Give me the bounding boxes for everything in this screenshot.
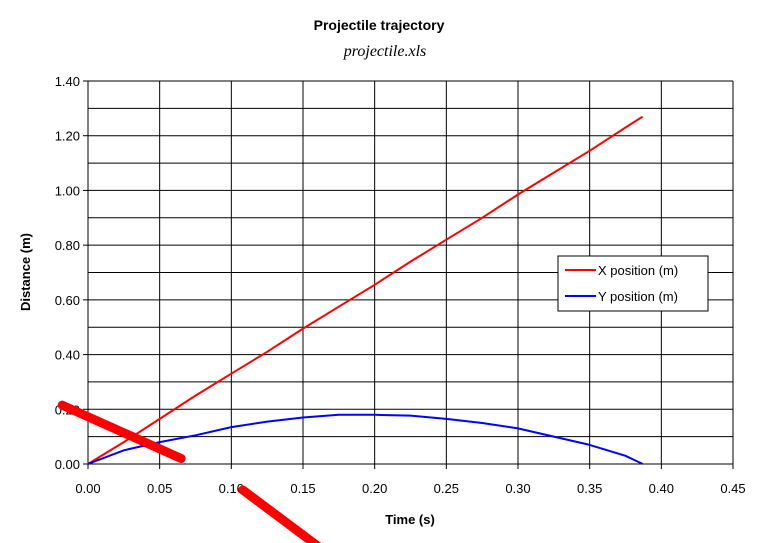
x-tick-label: 0.10	[219, 481, 244, 496]
x-tick-label: 0.40	[649, 481, 674, 496]
x-tick-label: 0.15	[290, 481, 315, 496]
x-tick-label: 0.20	[362, 481, 387, 496]
grid	[83, 80, 734, 469]
x-tick-label: 0.30	[505, 481, 530, 496]
y-axis-label: Distance (m)	[18, 233, 33, 311]
x-tick-label: 0.05	[147, 481, 172, 496]
y-tick-label: 1.40	[55, 74, 80, 89]
x-axis-label: Time (s)	[385, 512, 435, 527]
legend-label: Y position (m)	[598, 289, 678, 304]
series-line-x-position	[87, 115, 644, 465]
x-tick-label: 0.25	[434, 481, 459, 496]
y-tick-label: 0.80	[55, 238, 80, 253]
legend-label: X position (m)	[598, 263, 678, 278]
y-tick-label: 0.60	[55, 293, 80, 308]
annotations	[57, 400, 322, 543]
plot-series	[87, 115, 644, 465]
chart-title: Projectile trajectory	[314, 17, 445, 33]
x-tick-label: 0.35	[577, 481, 602, 496]
y-tick-label: 1.20	[55, 129, 80, 144]
chart-subtitle: projectile.xls	[343, 43, 427, 60]
legend-box	[557, 255, 709, 312]
red-marker-stroke	[57, 400, 186, 464]
x-tick-label: 0.45	[720, 481, 745, 496]
series-line-y-position	[87, 413, 644, 465]
y-tick-label: 0.00	[55, 457, 80, 472]
x-tick-label: 0.00	[75, 481, 100, 496]
y-tick-label: 0.40	[55, 348, 80, 363]
y-tick-label: 1.00	[55, 183, 80, 198]
legend: X position (m) Y position (m)	[557, 255, 709, 312]
red-marker-stroke	[238, 485, 322, 543]
